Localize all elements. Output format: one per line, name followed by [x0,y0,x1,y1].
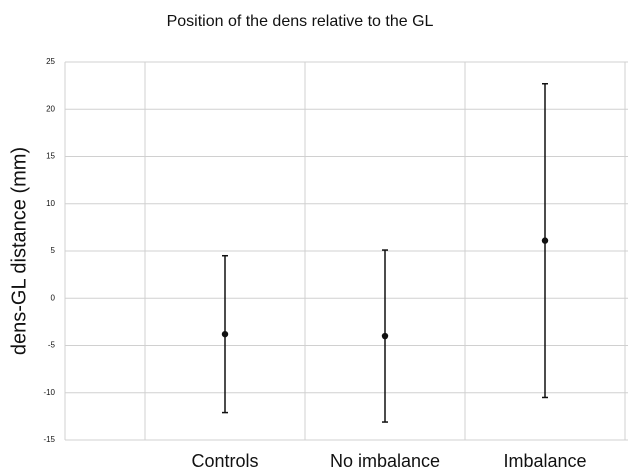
y-tick-label: 25 [46,57,55,66]
mean-point [221,330,229,338]
mean-point [381,332,389,340]
y-axis-label: dens-GL distance (mm) [8,147,30,355]
x-tick-label: Controls [191,451,258,471]
x-tick-label: No imbalance [330,451,440,471]
y-tick-label: 15 [46,152,55,161]
chart-title: Position of the dens relative to the GL [167,13,434,30]
y-tick-label: 20 [46,104,55,113]
y-tick-label: -5 [48,341,56,350]
x-tick-label: Imbalance [503,451,586,471]
y-tick-label: 0 [51,293,56,302]
mean-point [541,237,549,244]
y-tick-label: 10 [46,199,55,208]
y-tick-label: 5 [51,246,56,255]
y-tick-label: -15 [43,435,55,444]
y-tick-label: -10 [43,388,55,397]
